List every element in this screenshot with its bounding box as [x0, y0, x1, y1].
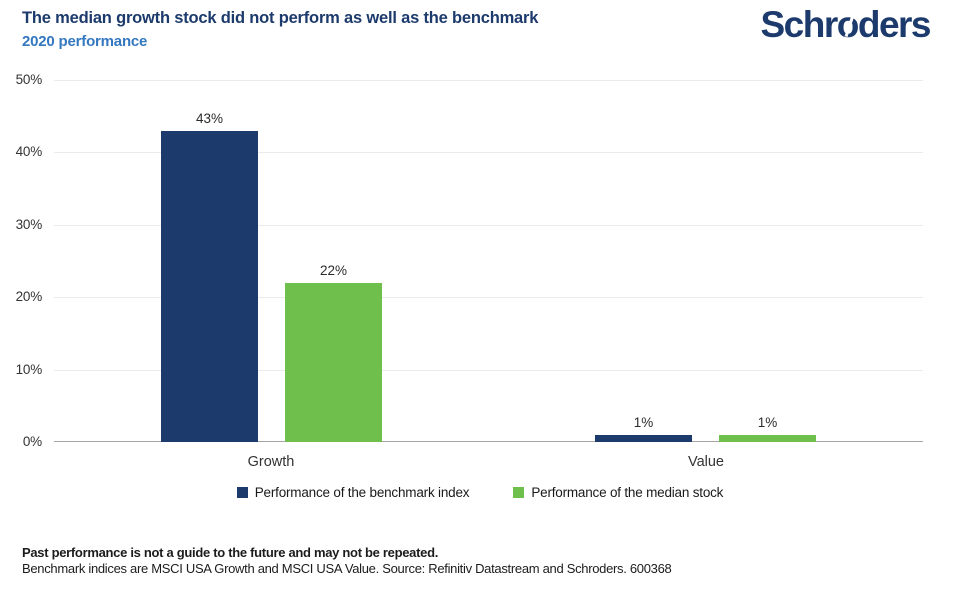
chart-legend: Performance of the benchmark index Perfo…: [0, 485, 960, 500]
gridline: [54, 80, 923, 81]
logo-text-post: ders: [857, 4, 932, 45]
y-tick-label: 20%: [15, 289, 43, 304]
y-tick-label: 30%: [15, 217, 43, 232]
chart-subtitle: 2020 performance: [22, 33, 148, 50]
legend-label-benchmark: Performance of the benchmark index: [254, 485, 470, 500]
legend-item-benchmark: Performance of the benchmark index: [236, 485, 470, 500]
footer-disclaimer: Past performance is not a guide to the f…: [22, 545, 439, 560]
bar-value-label: 1%: [633, 415, 654, 430]
chart-title: The median growth stock did not perform …: [22, 9, 539, 27]
x-category-label: Value: [687, 454, 724, 470]
y-tick-label: 50%: [15, 72, 43, 87]
schroders-logo: Schroders: [760, 4, 932, 46]
logo-stencil-o: o: [836, 4, 860, 45]
gridline: [54, 152, 923, 153]
bar-value-series-0: [595, 435, 692, 442]
gridline: [54, 297, 923, 298]
gridline: [54, 225, 923, 226]
legend-item-median-stock: Performance of the median stock: [513, 485, 723, 500]
legend-label-median-stock: Performance of the median stock: [531, 485, 724, 500]
y-tick-label: 0%: [22, 434, 42, 449]
bar-value-series-1: [719, 435, 816, 442]
y-tick-label: 10%: [15, 362, 43, 377]
y-tick-label: 40%: [15, 144, 43, 159]
x-category-label: Growth: [247, 454, 295, 470]
bar-value-label: 43%: [195, 111, 224, 126]
bar-growth-series-0: [161, 131, 258, 442]
logo-text-pre: Schr: [760, 4, 838, 45]
bar-value-label: 22%: [319, 263, 348, 278]
gridline: [54, 370, 923, 371]
bar-value-label: 1%: [757, 415, 778, 430]
plot-area: [54, 80, 923, 442]
legend-swatch-benchmark: [236, 487, 248, 498]
legend-swatch-median-stock: [513, 487, 525, 498]
bar-growth-series-1: [285, 283, 382, 442]
footer-source: Benchmark indices are MSCI USA Growth an…: [22, 561, 672, 576]
